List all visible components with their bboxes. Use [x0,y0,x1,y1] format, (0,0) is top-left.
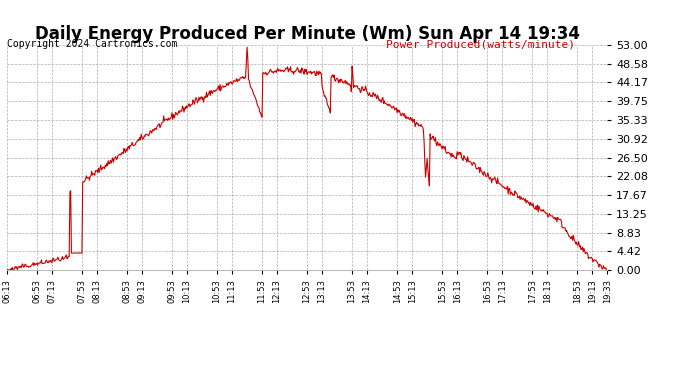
Title: Daily Energy Produced Per Minute (Wm) Sun Apr 14 19:34: Daily Energy Produced Per Minute (Wm) Su… [34,26,580,44]
Text: Power Produced(watts/minute): Power Produced(watts/minute) [386,39,575,50]
Text: Copyright 2024 Cartronics.com: Copyright 2024 Cartronics.com [7,39,177,50]
